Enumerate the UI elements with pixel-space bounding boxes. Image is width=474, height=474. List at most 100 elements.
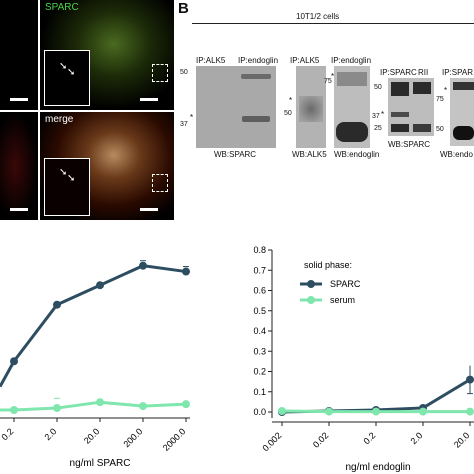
legend-marker [307, 296, 315, 304]
data-point [182, 267, 190, 276]
micrograph-red-left-bottom [0, 112, 38, 220]
data-point [53, 404, 61, 413]
merge-label: merge [45, 114, 74, 125]
star-marker: * [331, 72, 335, 81]
arrow-icon: ➘ [59, 61, 68, 72]
y-tick-label: 0.7 [253, 265, 266, 275]
x-axis-title: ng/ml SPARC [70, 458, 131, 469]
band [242, 116, 270, 122]
x-tick-label: 20.0 [82, 426, 101, 445]
y-tick-label: 0.6 [253, 286, 266, 296]
roi-box [152, 174, 168, 192]
series-line [0, 264, 187, 388]
mw-marker: 50 [180, 69, 188, 76]
band [337, 72, 367, 86]
sparc-channel-label: SPARC [45, 2, 79, 13]
data-point [419, 407, 427, 416]
cell-line-label: 10T1/2 cells [296, 12, 340, 21]
panel-b-letter: B [178, 0, 189, 17]
star-marker: * [444, 86, 448, 95]
scale-bar [140, 208, 158, 211]
blot2-wb-right: WB:endoglin [334, 150, 380, 159]
zoom-inset-sparc: ➘ ➘ [44, 50, 90, 106]
mw-marker: 50 [374, 84, 382, 91]
blot3-image [388, 78, 434, 136]
x-tick-label: 0.02 [311, 430, 330, 449]
mw-marker: 37 [372, 113, 380, 120]
data-point [96, 281, 104, 290]
legend-label: serum [330, 295, 355, 305]
blot4-wb: WB:endo [440, 150, 473, 159]
band [391, 82, 409, 96]
x-tick-label: 0.2 [361, 430, 377, 446]
series-line [0, 400, 187, 412]
data-point [325, 407, 333, 416]
zoom-inset-merge: ➘ ➘ [44, 158, 90, 216]
mw-marker: 50 [284, 110, 292, 117]
x-tick-label: 200.0 [121, 426, 144, 449]
scale-bar [10, 98, 28, 101]
blot4-image [450, 78, 474, 146]
x-tick-label: 2.0 [408, 430, 424, 446]
roi-box [152, 64, 168, 82]
blot4-ip: IP:SPAR [442, 68, 473, 77]
x-tick-label: 0.2 [0, 426, 15, 442]
band [391, 124, 409, 132]
x-tick-label: 20.0 [452, 430, 471, 449]
data-point [10, 406, 18, 414]
data-point [53, 300, 61, 309]
star-marker: * [190, 113, 194, 122]
cell-line-bracket [192, 23, 474, 24]
data-point [96, 398, 104, 407]
x-tick-label: 0.002 [260, 430, 283, 453]
band [453, 82, 474, 90]
y-tick-label: 0.0 [253, 407, 266, 417]
y-tick-label: 0.1 [253, 387, 266, 397]
blot2-wb-left: WB:ALK5 [292, 150, 327, 159]
y-tick-label: 0.4 [253, 326, 266, 336]
y-tick-label: 0.3 [253, 346, 266, 356]
mw-marker: 50 [436, 126, 444, 133]
data-point [139, 261, 147, 270]
data-point [466, 407, 474, 416]
arrow-icon: ➘ [59, 167, 68, 178]
blot2-ip-left: IP:ALK5 [290, 56, 320, 65]
legend-marker [307, 280, 315, 288]
blot1-image [196, 66, 276, 148]
mw-marker: 75 [324, 78, 332, 85]
data-point [182, 400, 190, 409]
y-tick-label: 0.8 [253, 245, 266, 255]
y-tick-label: 0.5 [253, 306, 266, 316]
y-tick-label: 0.2 [253, 367, 266, 377]
band [391, 112, 409, 117]
blot1-wb: WB:SPARC [214, 150, 257, 159]
micrograph-red-left-top [0, 0, 38, 110]
micrograph-merge: merge ➘ ➘ [40, 112, 174, 220]
mw-marker: 75 [436, 96, 444, 103]
data-point [278, 406, 286, 415]
band [241, 74, 271, 79]
mw-marker: 25 [374, 125, 382, 132]
arrow-icon: ➘ [67, 67, 76, 78]
legend-title: solid phase: [304, 260, 352, 270]
star-marker: * [381, 110, 385, 119]
mw-marker: 37 [180, 121, 188, 128]
blot2-left-image [296, 66, 326, 148]
x-tick-label: 2.0 [42, 426, 58, 442]
band [413, 82, 431, 94]
blot1-ip-right: IP:endoglin [238, 56, 279, 65]
band [453, 126, 474, 140]
blot3-wb: WB:SPARC [388, 140, 431, 149]
blot3-ip-right: RII [418, 68, 429, 77]
band [336, 122, 368, 142]
arrow-icon: ➘ [67, 173, 76, 184]
star-marker: * [289, 96, 293, 105]
band [413, 124, 431, 132]
x-axis-title: ng/ml endoglin [345, 462, 410, 473]
blot1-ip-left: IP:ALK5 [196, 56, 226, 65]
scale-bar [10, 208, 28, 211]
micrograph-sparc: SPARC ➘ ➘ [40, 0, 174, 110]
binding-chart-left: 0.2 2.0 20.0 200.0 2000.0 ng/ml SPARC [0, 260, 190, 469]
data-point [10, 357, 18, 366]
blot3-ip-left: IP:SPARC [380, 68, 417, 77]
